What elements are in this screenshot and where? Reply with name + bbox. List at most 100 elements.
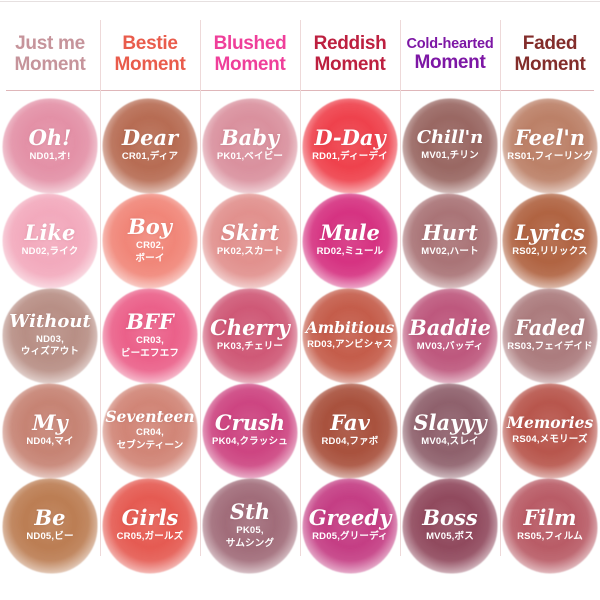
shade-code-line: RS03,フェイデイド: [507, 341, 593, 353]
swatch-cell: Dear CR01,ディア: [100, 98, 200, 193]
column-header-line: Reddish: [313, 33, 387, 55]
shade-name: Cherry: [210, 315, 290, 341]
shade-code: ND03, ウィズアウト: [21, 334, 79, 359]
shade-code: RD05,グリーディ: [312, 531, 388, 543]
shade-code-line: CR02,: [136, 240, 164, 252]
shade-name: Oh!: [28, 125, 72, 151]
shade-code: RS03,フェイデイド: [507, 341, 593, 353]
shade-name: Skirt: [220, 220, 280, 246]
color-blob: [102, 478, 198, 573]
shade-code-line: RS02,リリックス: [512, 246, 588, 258]
column-header-line: Cold-hearted: [406, 35, 494, 52]
moment-column-blushed: Blushed Moment Baby PK01,ベイビー Skirt PK02,スカート…: [200, 0, 300, 600]
column-divider: [400, 20, 401, 556]
shade-code-line: MV03,バッディ: [416, 341, 484, 353]
shade-code: PK05, サムシング: [226, 525, 274, 550]
color-blob: [302, 288, 398, 383]
column-header-line: Just me: [15, 33, 85, 55]
shade-code: RD04,ファボ: [321, 436, 378, 448]
swatch-list: Chill'n MV01,チリン Hurt MV02,ハート Baddie MV03,バッ…: [400, 98, 500, 573]
color-blob: [502, 98, 598, 193]
color-blob: [102, 193, 198, 288]
shade-code: ND01,オ!: [30, 151, 71, 163]
shade-code-line: ビーエフエフ: [120, 347, 180, 359]
column-header: Just me Moment: [0, 20, 100, 90]
shade-name: Feel'n: [514, 125, 586, 151]
swatch-list: Baby PK01,ベイビー Skirt PK02,スカート Cherry PK03,チェ…: [200, 98, 300, 573]
swatch-labels: Chill'n MV01,チリン: [416, 126, 484, 162]
column-header: Reddish Moment: [300, 20, 400, 90]
shade-code-line: RD03,アンビシャス: [307, 338, 393, 350]
column-header-line: Faded: [522, 33, 578, 55]
swatch-cell: Be ND05,ビー: [0, 478, 100, 573]
swatch-cell: Fav RD04,ファボ: [300, 383, 400, 478]
shade-code-line: RD01,ディーデイ: [312, 151, 388, 163]
swatch-cell: Slayyy MV04,スレイ: [400, 383, 500, 478]
swatch-cell: Baby PK01,ベイビー: [200, 98, 300, 193]
swatch-cell: Memories RS04,メモリーズ: [500, 383, 600, 478]
shade-code-line: CR01,ディア: [121, 151, 179, 163]
swatch-cell: Film RS05,フィルム: [500, 478, 600, 573]
shade-code-line: セブンティーン: [116, 439, 184, 451]
swatch-labels: Hurt MV02,ハート: [421, 222, 479, 258]
swatch-cell: Oh! ND01,オ!: [0, 98, 100, 193]
shade-code-line: PK01,ベイビー: [216, 151, 284, 163]
shade-name: Film: [523, 505, 577, 531]
swatch-labels: Without ND03, ウィズアウト: [9, 310, 91, 359]
column-header-line: Moment: [514, 54, 586, 75]
swatch-list: Feel'n RS01,フィーリング Lyrics RS02,リリックス Faded RS…: [500, 98, 600, 573]
swatch-cell: Ambitious RD03,アンビシャス: [300, 288, 400, 383]
shade-code: CR05,ガールズ: [117, 531, 184, 543]
shade-code: PK01,ベイビー: [217, 151, 283, 163]
shade-name: Without: [9, 310, 91, 332]
column-divider: [300, 20, 301, 556]
moment-column-reddish: Reddish Moment D-Day RD01,ディーデイ Mule RD02,ミュー…: [300, 0, 400, 600]
color-blob: [502, 288, 598, 383]
shade-code-line: RD05,グリーディ: [312, 531, 388, 543]
shade-code-line: RS04,メモリーズ: [512, 433, 588, 445]
shade-code-line: ND04,マイ: [26, 436, 74, 448]
swatch-labels: Ambitious RD03,アンビシャス: [306, 320, 395, 351]
moment-column-just-me: Just me Moment Oh! ND01,オ! Like ND02,ライク Witho…: [0, 0, 100, 600]
shade-code: RD02,ミュール: [317, 246, 384, 258]
color-blob: [2, 383, 98, 478]
column-header-line: Moment: [14, 54, 86, 75]
shade-code-line: CR03,: [136, 335, 164, 347]
swatch-labels: My ND04,マイ: [26, 412, 73, 448]
shade-code: PK04,クラッシュ: [212, 436, 288, 448]
color-blob: [302, 98, 398, 193]
column-divider: [200, 20, 201, 556]
swatch-cell: Lyrics RS02,リリックス: [500, 193, 600, 288]
color-blob: [2, 98, 98, 193]
shade-name: Girls: [121, 505, 179, 531]
shade-code-line: RS01,フィーリング: [507, 151, 593, 163]
shade-code: RS05,フィルム: [517, 531, 583, 543]
shade-name: Chill'n: [416, 126, 484, 148]
swatch-labels: Baby PK01,ベイビー: [217, 127, 283, 163]
shade-code: CR04, セブンティーン: [117, 427, 184, 452]
shade-code: MV03,バッディ: [417, 341, 484, 353]
color-blob: [502, 383, 598, 478]
shade-name: Like: [24, 220, 76, 246]
swatch-list: Oh! ND01,オ! Like ND02,ライク Without ND03, ウィズアウト…: [0, 98, 100, 573]
shade-code-line: MV02,ハート: [421, 246, 479, 258]
swatch-labels: Fav RD04,ファボ: [321, 412, 378, 448]
shade-name: Memories: [506, 413, 594, 433]
shade-name: Greedy: [308, 505, 392, 531]
shade-name: Baddie: [408, 315, 492, 341]
swatch-cell: Hurt MV02,ハート: [400, 193, 500, 288]
color-blob: [102, 383, 198, 478]
swatch-labels: Feel'n RS01,フィーリング: [507, 127, 592, 163]
swatch-labels: Girls CR05,ガールズ: [117, 507, 184, 543]
shade-code: CR02, ボーイ: [135, 240, 164, 265]
swatch-labels: Skirt PK02,スカート: [217, 222, 283, 258]
swatch-labels: Boss MV05,ボス: [422, 507, 477, 543]
swatch-list: D-Day RD01,ディーデイ Mule RD02,ミュール Ambitious RD0…: [300, 98, 400, 573]
column-divider: [500, 20, 501, 556]
color-blob: [302, 478, 398, 573]
shade-code-line: PK04,クラッシュ: [212, 436, 288, 448]
swatch-cell: Girls CR05,ガールズ: [100, 478, 200, 573]
shade-code-line: ND05,ビー: [26, 531, 74, 543]
